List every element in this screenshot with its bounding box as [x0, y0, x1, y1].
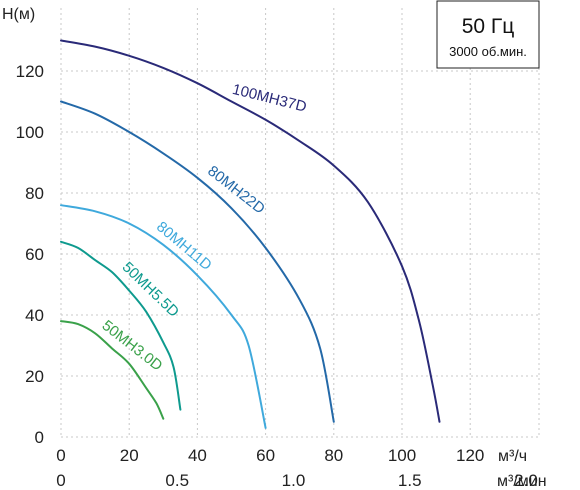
x-axis-title-secondary: м³/мин: [497, 473, 547, 490]
y-tick-label: 20: [25, 367, 44, 386]
y-tick-label: 60: [25, 245, 44, 264]
chart-subtitle: 3000 об.мин.: [449, 44, 527, 59]
x-axis-ticks-m3min: 0 0.5 1.0 1.5 2.0: [56, 471, 538, 490]
x-tick-label-m3h: 100: [388, 446, 416, 465]
x-tick-label-m3h: 60: [256, 446, 275, 465]
x-tick-label-m3h: 120: [456, 446, 484, 465]
x-tick-label-m3min: 0: [56, 471, 65, 490]
x-axis-ticks-m3h: 0 20 40 60 80 100 120: [56, 446, 484, 465]
series-line: [60, 320, 165, 420]
series-label: 100MH37D: [231, 81, 309, 116]
grid: [60, 8, 540, 438]
x-tick-label-m3h: 80: [324, 446, 343, 465]
y-axis-ticks: 0 20 40 60 80 100 120: [16, 62, 44, 447]
frequency-box: 50 Гц 3000 об.мин.: [436, 0, 540, 69]
series-line: [60, 240, 182, 411]
y-tick-label: 120: [16, 62, 44, 81]
y-tick-label: 100: [16, 123, 44, 142]
series-label: 80MH11D: [153, 218, 215, 274]
x-tick-label-m3h: 40: [188, 446, 207, 465]
y-tick-label: 0: [35, 428, 44, 447]
y-axis-title: H(м): [2, 6, 35, 23]
series-line: [60, 204, 267, 429]
chart-title: 50 Гц: [462, 15, 515, 38]
series-line: [60, 39, 441, 423]
frequency-box-frame: [436, 0, 540, 69]
x-tick-label-m3h: 20: [120, 446, 139, 465]
x-axis-title-primary: м³/ч: [498, 448, 527, 465]
series-label: 80MH22D: [204, 163, 268, 218]
x-tick-label-m3min: 0.5: [165, 471, 189, 490]
x-tick-label-m3h: 0: [56, 446, 65, 465]
series-line: [60, 100, 335, 423]
x-tick-label-m3min: 1.5: [398, 471, 422, 490]
x-tick-label-m3min: 1.0: [282, 471, 306, 490]
y-tick-label: 80: [25, 184, 44, 203]
series-curves: [60, 39, 441, 429]
y-tick-label: 40: [25, 306, 44, 325]
x-tick-label-m3min: 2.0: [514, 471, 538, 490]
